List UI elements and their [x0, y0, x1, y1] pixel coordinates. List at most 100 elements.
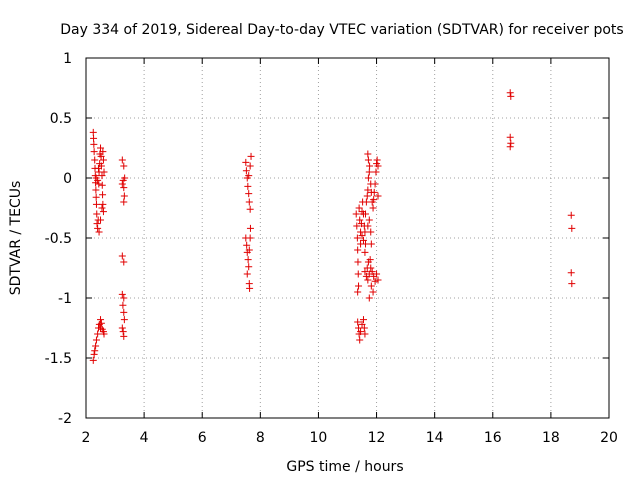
data-point [120, 184, 128, 192]
data-point [121, 174, 129, 182]
x-tick-label: 2 [82, 430, 91, 446]
data-point [119, 301, 127, 309]
data-point [568, 280, 576, 288]
data-point [244, 182, 252, 190]
data-point [374, 162, 382, 170]
data-point [118, 324, 126, 332]
x-tick-label: 4 [140, 430, 149, 446]
data-point [245, 263, 253, 271]
data-point [97, 316, 105, 324]
data-point [98, 204, 106, 212]
data-point [367, 228, 375, 236]
data-point [358, 232, 366, 240]
data-point [93, 210, 101, 218]
data-point [243, 270, 251, 278]
data-point [567, 269, 575, 277]
data-point [357, 328, 365, 336]
data-point [246, 224, 254, 232]
data-point [92, 342, 100, 350]
data-point [90, 134, 98, 142]
x-tick-label: 10 [310, 430, 328, 446]
data-point [568, 224, 576, 232]
data-point [99, 200, 107, 208]
data-point [246, 205, 254, 213]
data-point [100, 168, 108, 176]
data-point [359, 316, 367, 324]
data-point [354, 288, 362, 296]
data-point [92, 193, 100, 201]
x-tick-labels: 2 4 6 8 10 12 14 16 18 20 [82, 430, 618, 446]
data-point [353, 234, 361, 242]
data-point [364, 150, 372, 158]
data-point [98, 172, 106, 180]
data-point [243, 241, 251, 249]
data-point [361, 268, 369, 276]
data-point [361, 330, 369, 338]
data-point [366, 256, 374, 264]
data-point [90, 148, 98, 156]
y-tick-label: -1 [58, 291, 72, 307]
data-point [364, 222, 372, 230]
data-point [120, 258, 128, 266]
data-point [97, 216, 105, 224]
data-point [367, 240, 375, 248]
data-point [363, 192, 371, 200]
data-point [506, 133, 514, 141]
data-point [120, 192, 128, 200]
data-point [97, 324, 105, 332]
data-point [97, 319, 105, 327]
data-point [118, 156, 126, 164]
data-point [120, 308, 128, 316]
data-point [94, 224, 102, 232]
data-point [245, 198, 253, 206]
data-point [358, 320, 366, 328]
data-point [118, 290, 126, 298]
data-point [354, 318, 362, 326]
data-point [120, 294, 128, 302]
data-point [245, 190, 253, 198]
axis-ticks [85, 57, 610, 419]
data-point [90, 140, 98, 148]
data-point [355, 282, 363, 290]
data-point [354, 258, 362, 266]
data-point [99, 191, 107, 199]
data-point [98, 181, 106, 189]
data-point [92, 200, 100, 208]
data-point [120, 332, 128, 340]
data-point [366, 162, 374, 170]
data-point [91, 347, 99, 355]
data-point [242, 167, 250, 175]
data-point [374, 192, 382, 200]
data-point [361, 248, 369, 256]
data-point [95, 228, 103, 236]
data-point [365, 216, 373, 224]
data-point [97, 152, 105, 160]
x-tick-label: 18 [542, 430, 560, 446]
data-point [567, 211, 575, 219]
data-point [246, 234, 254, 242]
data-point [364, 156, 372, 164]
data-point [365, 168, 373, 176]
x-axis-label: GPS time / hours [286, 459, 403, 475]
data-point [118, 180, 126, 188]
data-point [94, 164, 102, 172]
data-point [247, 152, 255, 160]
data-point [354, 270, 362, 278]
data-point [120, 162, 128, 170]
chart-title: Day 334 of 2019, Sidereal Day-to-day VTE… [60, 22, 623, 38]
data-point [356, 216, 364, 224]
data-point [95, 180, 103, 188]
data-point [506, 143, 514, 151]
data-point [245, 246, 253, 254]
x-tick-label: 20 [600, 430, 618, 446]
data-point [365, 294, 373, 302]
x-tick-label: 14 [426, 430, 444, 446]
data-point [369, 204, 377, 212]
data-point [94, 330, 102, 338]
data-point [91, 156, 99, 164]
data-point [371, 180, 379, 188]
data-point [120, 198, 128, 206]
data-point [372, 168, 380, 176]
y-tick-label: 0 [63, 171, 72, 187]
data-point [97, 144, 105, 152]
